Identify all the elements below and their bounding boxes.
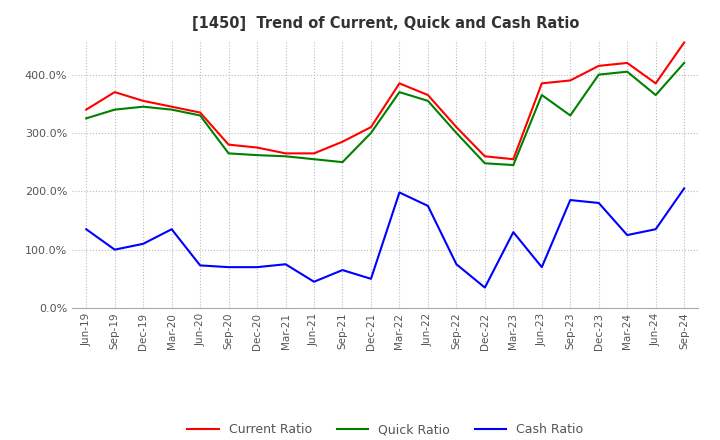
Cash Ratio bbox=[537, 264, 546, 270]
Current Ratio bbox=[652, 81, 660, 86]
Current Ratio bbox=[310, 151, 318, 156]
Quick Ratio bbox=[423, 98, 432, 103]
Cash Ratio bbox=[680, 186, 688, 191]
Quick Ratio bbox=[509, 162, 518, 168]
Current Ratio bbox=[480, 154, 489, 159]
Title: [1450]  Trend of Current, Quick and Cash Ratio: [1450] Trend of Current, Quick and Cash … bbox=[192, 16, 579, 32]
Cash Ratio bbox=[253, 264, 261, 270]
Quick Ratio bbox=[282, 154, 290, 159]
Quick Ratio bbox=[680, 60, 688, 66]
Cash Ratio bbox=[652, 227, 660, 232]
Quick Ratio bbox=[82, 116, 91, 121]
Cash Ratio bbox=[167, 227, 176, 232]
Cash Ratio bbox=[225, 264, 233, 270]
Current Ratio bbox=[167, 104, 176, 109]
Cash Ratio bbox=[623, 232, 631, 238]
Current Ratio bbox=[253, 145, 261, 150]
Cash Ratio bbox=[82, 227, 91, 232]
Current Ratio bbox=[225, 142, 233, 147]
Current Ratio bbox=[282, 151, 290, 156]
Quick Ratio bbox=[225, 151, 233, 156]
Cash Ratio bbox=[366, 276, 375, 282]
Quick Ratio bbox=[366, 130, 375, 136]
Current Ratio bbox=[82, 107, 91, 112]
Line: Quick Ratio: Quick Ratio bbox=[86, 63, 684, 165]
Quick Ratio bbox=[480, 161, 489, 166]
Quick Ratio bbox=[566, 113, 575, 118]
Quick Ratio bbox=[253, 153, 261, 158]
Quick Ratio bbox=[196, 113, 204, 118]
Quick Ratio bbox=[652, 92, 660, 98]
Quick Ratio bbox=[452, 130, 461, 136]
Quick Ratio bbox=[623, 69, 631, 74]
Line: Cash Ratio: Cash Ratio bbox=[86, 188, 684, 288]
Current Ratio bbox=[366, 125, 375, 130]
Quick Ratio bbox=[139, 104, 148, 109]
Current Ratio bbox=[423, 92, 432, 98]
Legend: Current Ratio, Quick Ratio, Cash Ratio: Current Ratio, Quick Ratio, Cash Ratio bbox=[182, 418, 588, 440]
Current Ratio bbox=[680, 40, 688, 45]
Quick Ratio bbox=[537, 92, 546, 98]
Cash Ratio bbox=[139, 241, 148, 246]
Current Ratio bbox=[338, 139, 347, 144]
Current Ratio bbox=[139, 98, 148, 103]
Current Ratio bbox=[509, 157, 518, 162]
Cash Ratio bbox=[282, 262, 290, 267]
Current Ratio bbox=[110, 89, 119, 95]
Cash Ratio bbox=[595, 200, 603, 205]
Quick Ratio bbox=[310, 157, 318, 162]
Cash Ratio bbox=[452, 262, 461, 267]
Cash Ratio bbox=[395, 190, 404, 195]
Cash Ratio bbox=[423, 203, 432, 209]
Current Ratio bbox=[537, 81, 546, 86]
Cash Ratio bbox=[509, 230, 518, 235]
Current Ratio bbox=[395, 81, 404, 86]
Cash Ratio bbox=[338, 268, 347, 273]
Cash Ratio bbox=[196, 263, 204, 268]
Quick Ratio bbox=[110, 107, 119, 112]
Quick Ratio bbox=[395, 89, 404, 95]
Quick Ratio bbox=[167, 107, 176, 112]
Current Ratio bbox=[452, 125, 461, 130]
Cash Ratio bbox=[566, 198, 575, 203]
Current Ratio bbox=[566, 78, 575, 83]
Quick Ratio bbox=[595, 72, 603, 77]
Cash Ratio bbox=[310, 279, 318, 284]
Cash Ratio bbox=[480, 285, 489, 290]
Current Ratio bbox=[196, 110, 204, 115]
Current Ratio bbox=[623, 60, 631, 66]
Cash Ratio bbox=[110, 247, 119, 252]
Quick Ratio bbox=[338, 159, 347, 165]
Current Ratio bbox=[595, 63, 603, 69]
Line: Current Ratio: Current Ratio bbox=[86, 43, 684, 159]
